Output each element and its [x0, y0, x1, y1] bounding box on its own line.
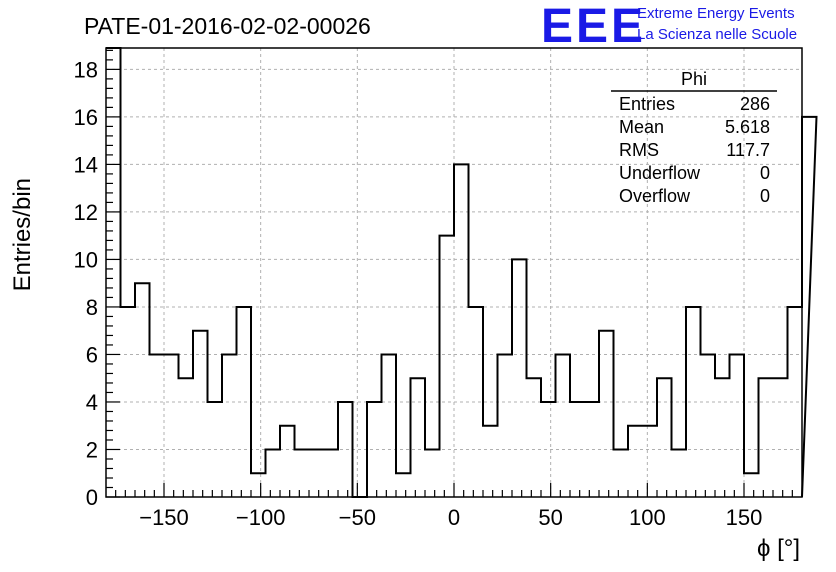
stats-row-label: RMS [619, 140, 659, 160]
histogram-bin [237, 307, 252, 497]
y-tick-label: 6 [86, 342, 98, 367]
histogram-bin [280, 426, 295, 497]
y-tick-label: 18 [74, 57, 98, 82]
histogram-bin [527, 378, 542, 497]
stats-row-value: 286 [740, 94, 770, 114]
histogram-bin [454, 164, 469, 497]
y-tick-label: 14 [74, 152, 98, 177]
histogram-bin [150, 354, 165, 497]
histogram-bin [251, 473, 266, 497]
histogram-bin [309, 449, 324, 497]
histogram-bin [599, 331, 614, 497]
histogram-bin [164, 354, 179, 497]
stats-row-label: Underflow [619, 163, 701, 183]
stats-row-value: 0 [760, 186, 770, 206]
histogram-series [106, 47, 818, 498]
histogram-bin [585, 402, 600, 497]
histogram-bin [759, 378, 774, 497]
stats-rows: Entries 286 Mean 5.618 RMS 117.7 Underflow 0 Ove… [619, 94, 770, 206]
y-tick-label: 4 [86, 390, 98, 415]
histogram-bin [512, 259, 527, 497]
histogram-bin [686, 307, 701, 497]
histogram-bin [773, 378, 788, 497]
histogram-outline [106, 47, 818, 498]
brand-line-1: Extreme Energy Events [637, 5, 795, 22]
x-axis-ticks: −150 −100 −50 0 50 100 150 [115, 483, 793, 530]
histogram-bin [672, 449, 687, 497]
eee-logo: EEE [541, 0, 646, 53]
histogram-bin [222, 354, 237, 497]
histogram-bin [657, 378, 672, 497]
histogram-bin [614, 449, 629, 497]
y-tick-label: 16 [74, 105, 98, 130]
stats-box: Phi Entries 286 Mean 5.618 RMS 117.7 Underflow… [611, 69, 777, 206]
histogram-bin [541, 402, 556, 497]
stats-row-value: 0 [760, 163, 770, 183]
histogram-bin [338, 402, 353, 497]
x-tick-label: 0 [448, 505, 460, 530]
y-tick-label: 12 [74, 200, 98, 225]
histogram-bin [643, 426, 658, 497]
y-axis-label: Entries/bin [9, 178, 36, 291]
stats-name: Phi [681, 69, 707, 89]
x-tick-label: −150 [139, 505, 189, 530]
stats-row-label: Mean [619, 117, 664, 137]
histogram-bin [570, 402, 585, 497]
y-tick-label: 8 [86, 295, 98, 320]
histogram-bin [396, 473, 411, 497]
histogram-bin [106, 48, 121, 497]
brand-block: EEE Extreme Energy Events La Scienza nel… [541, 0, 797, 53]
histogram-bin [701, 354, 716, 497]
histogram-bin [193, 331, 208, 497]
histogram-bin [744, 473, 759, 497]
histogram-bin [498, 354, 513, 497]
chart-title: PATE-01-2016-02-02-00026 [84, 13, 371, 39]
brand-line-2: La Scienza nelle Scuole [637, 26, 797, 43]
y-tick-label: 0 [86, 485, 98, 510]
histogram-bin [440, 236, 455, 497]
histogram-bin [469, 307, 484, 497]
histogram-bin [382, 354, 397, 497]
histogram-bin [715, 378, 730, 497]
histogram-bin [556, 354, 571, 497]
histogram-bin [730, 354, 745, 497]
histogram-bin [135, 283, 150, 497]
histogram-bin [266, 449, 281, 497]
histogram-bin [802, 117, 817, 497]
x-tick-label: −50 [339, 505, 376, 530]
histogram-bin [367, 402, 382, 497]
y-tick-label: 2 [86, 437, 98, 462]
x-tick-label: 50 [538, 505, 562, 530]
stats-row-label: Entries [619, 94, 675, 114]
y-tick-label: 10 [74, 247, 98, 272]
x-axis-label: ϕ [°] [757, 535, 800, 562]
stats-row-value: 117.7 [726, 140, 770, 160]
histogram-bin [483, 426, 498, 497]
histogram-bin [179, 378, 194, 497]
histogram-bin [121, 307, 136, 497]
stats-row-value: 5.618 [725, 117, 770, 137]
stats-row-label: Overflow [619, 186, 691, 206]
histogram-bin [628, 426, 643, 497]
histogram-bin [295, 449, 310, 497]
x-tick-label: −100 [236, 505, 286, 530]
histogram-bin [208, 402, 223, 497]
histogram-bin [411, 378, 426, 497]
x-tick-label: 150 [726, 505, 763, 530]
x-tick-label: 100 [629, 505, 666, 530]
histogram-bin [425, 449, 440, 497]
histogram-bin [324, 449, 339, 497]
y-axis-ticks: 0 2 4 6 8 10 12 14 16 18 [74, 49, 120, 510]
histogram-bin [788, 307, 803, 497]
